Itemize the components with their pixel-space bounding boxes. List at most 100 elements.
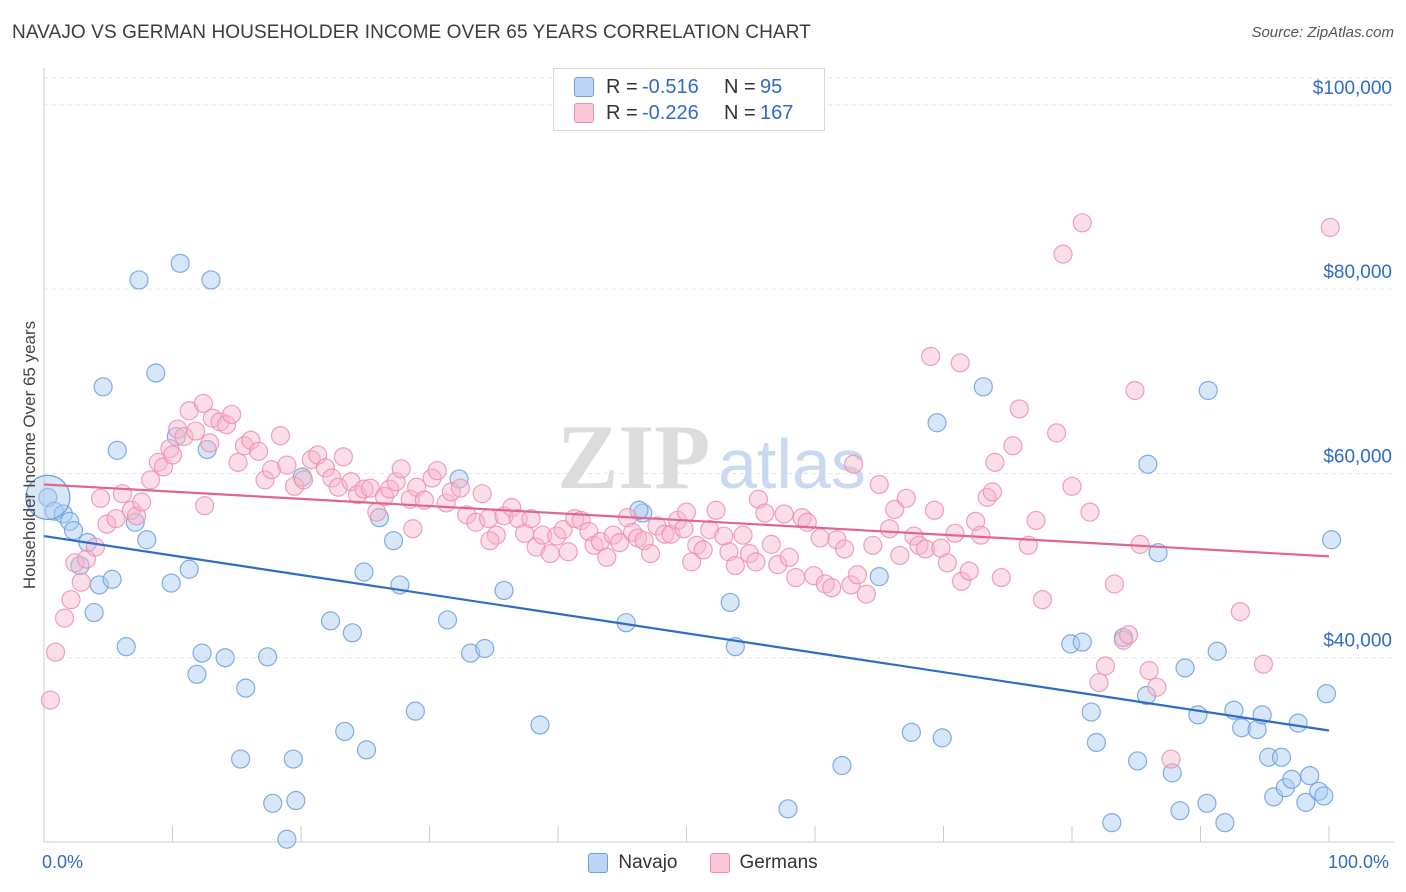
navajo-point xyxy=(778,799,798,819)
germans-point xyxy=(774,504,794,524)
navajo-point xyxy=(1316,684,1337,704)
legend-swatch-germans xyxy=(709,853,730,873)
germans-point xyxy=(1125,380,1145,401)
navajo-point xyxy=(437,610,458,630)
germans-point xyxy=(1089,672,1109,693)
germans-point xyxy=(768,555,788,575)
legend-r-label: R = xyxy=(606,101,638,124)
data-points xyxy=(25,213,1342,849)
legend-n-label: N = xyxy=(724,75,756,98)
navajo-point xyxy=(1288,713,1308,733)
navajo-point xyxy=(932,728,952,748)
navajo-point xyxy=(1215,813,1235,833)
germans-point xyxy=(597,547,617,567)
germans-point xyxy=(733,525,753,545)
legend-item-navajo[interactable]: Navajo xyxy=(588,852,678,874)
germans-point xyxy=(85,537,106,557)
germans-point xyxy=(890,545,910,566)
germans-point xyxy=(896,488,916,508)
navajo-point xyxy=(201,270,221,290)
navajo-point xyxy=(283,749,303,769)
germans-point xyxy=(261,460,282,480)
germans-point xyxy=(106,508,126,529)
legend-n-label: N = xyxy=(724,101,756,124)
y-tick-label: $80,000 xyxy=(1323,262,1392,283)
navajo-point xyxy=(383,531,404,551)
navajo-point xyxy=(63,520,84,541)
germans-point xyxy=(725,555,745,576)
navajo-point xyxy=(1136,685,1157,706)
navajo-point xyxy=(320,611,341,631)
navajo-point xyxy=(1102,813,1122,833)
chart-title: NAVAJO VS GERMAN HOUSEHOLDER INCOME OVER… xyxy=(12,22,811,43)
germans-point xyxy=(360,478,380,498)
navajo-point xyxy=(116,637,136,657)
navajo-point xyxy=(356,740,377,760)
germans-point xyxy=(885,499,905,519)
navajo-point xyxy=(1198,380,1218,401)
germans-point xyxy=(856,584,877,604)
germans-point xyxy=(553,520,573,540)
germans-point xyxy=(40,690,61,710)
germans-point xyxy=(255,470,275,490)
germans-point xyxy=(521,508,541,529)
germans-point xyxy=(786,567,806,588)
germans-point xyxy=(391,459,411,479)
germans-point xyxy=(822,578,842,598)
navajo-point xyxy=(107,440,127,460)
germans-point xyxy=(674,519,694,539)
germans-point xyxy=(1139,661,1159,681)
watermark: ZIP xyxy=(557,406,710,508)
germans-point xyxy=(834,539,855,559)
germans-point xyxy=(354,479,374,499)
germans-point xyxy=(450,478,470,498)
axes xyxy=(43,68,1394,843)
germans-point xyxy=(693,540,713,560)
germans-point xyxy=(1161,749,1181,769)
germans-point xyxy=(270,426,291,446)
y-tick-label: $100,000 xyxy=(1313,78,1392,99)
germans-point xyxy=(951,571,972,591)
navajo-point xyxy=(93,377,113,397)
germans-point xyxy=(924,500,945,520)
germans-point xyxy=(466,512,486,532)
germans-point xyxy=(526,537,546,557)
legend-r-value: -0.226 xyxy=(642,101,699,124)
navajo-point xyxy=(530,715,550,735)
germans-point xyxy=(676,502,697,522)
germans-point xyxy=(1253,654,1274,674)
legend-label-germans: Germans xyxy=(739,852,818,873)
germans-point xyxy=(65,553,85,573)
germans-point xyxy=(779,547,799,567)
germans-point xyxy=(1053,244,1073,264)
germans-point xyxy=(950,353,970,373)
navajo-point xyxy=(170,253,190,273)
germans-point xyxy=(1072,213,1092,233)
navajo-point xyxy=(84,602,104,623)
germans-point xyxy=(1080,502,1100,522)
germans-point xyxy=(982,482,1002,502)
germans-point xyxy=(540,543,560,564)
germans-point xyxy=(97,514,117,534)
navajo-point xyxy=(277,829,297,849)
legend-label-navajo: Navajo xyxy=(618,852,678,873)
navajo-point xyxy=(1072,632,1092,652)
navajo-point xyxy=(192,643,212,663)
germans-point xyxy=(921,346,941,367)
germans-point xyxy=(248,441,269,461)
navajo-point xyxy=(1127,751,1148,771)
germans-point xyxy=(1104,574,1125,594)
navajo-point xyxy=(1197,793,1217,813)
germans-point xyxy=(571,510,591,531)
germans-point xyxy=(315,458,336,478)
germans-point xyxy=(1118,625,1139,645)
germans-point xyxy=(427,461,447,481)
navajo-point xyxy=(215,648,235,668)
navajo-point xyxy=(901,722,921,742)
navajo-point xyxy=(1175,658,1195,678)
germans-point xyxy=(909,535,929,555)
navajo-point xyxy=(263,793,283,813)
germans-point xyxy=(61,590,81,610)
legend-item-germans[interactable]: Germans xyxy=(709,852,818,874)
navajo-point xyxy=(1300,766,1320,786)
